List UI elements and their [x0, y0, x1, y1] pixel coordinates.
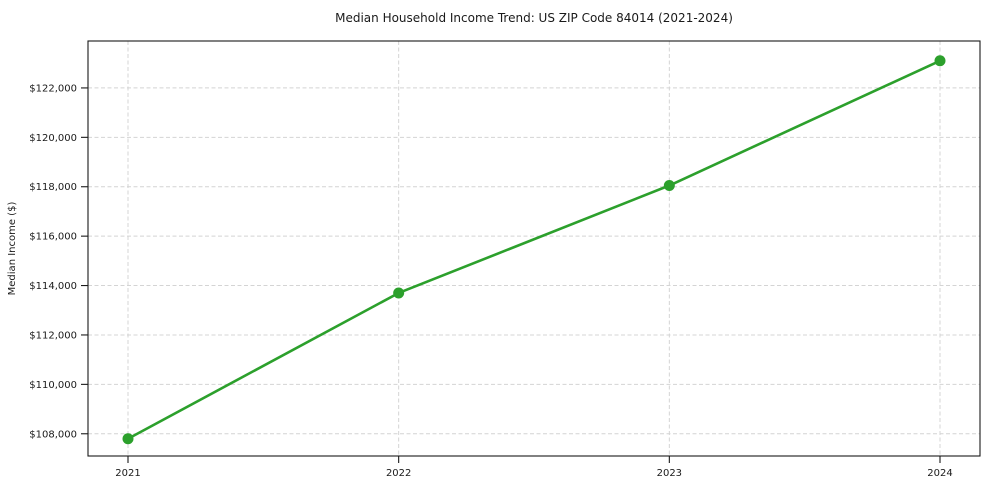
y-axis-label: Median Income ($): [7, 202, 18, 296]
income-trend-line: [126, 59, 942, 441]
x-tick-label: 2023: [657, 468, 682, 479]
data-point-marker: [393, 287, 405, 299]
income-series: [122, 55, 946, 445]
y-tick-label: $122,000: [29, 83, 77, 94]
y-tick-label: $120,000: [29, 133, 77, 144]
y-tick-label: $108,000: [29, 429, 77, 440]
data-point-marker: [663, 180, 675, 192]
chart-title: Median Household Income Trend: US ZIP Co…: [335, 11, 733, 25]
tick-layer: $108,000 $110,000 $112,000 $114,000 $116,000…: [29, 83, 952, 479]
x-tick-label: 2021: [115, 468, 140, 479]
y-tick-label: $114,000: [29, 281, 77, 292]
y-tick-label: $118,000: [29, 182, 77, 193]
plot-border: [87, 40, 981, 457]
y-tick-label: $112,000: [29, 330, 77, 341]
x-tick-label: 2024: [927, 468, 952, 479]
grid-layer: [88, 41, 980, 456]
y-tick-label: $116,000: [29, 232, 77, 243]
y-tick-label: $110,000: [29, 380, 77, 391]
x-tick-label: 2022: [386, 468, 411, 479]
data-point-marker: [934, 55, 946, 67]
data-point-marker: [122, 433, 134, 445]
